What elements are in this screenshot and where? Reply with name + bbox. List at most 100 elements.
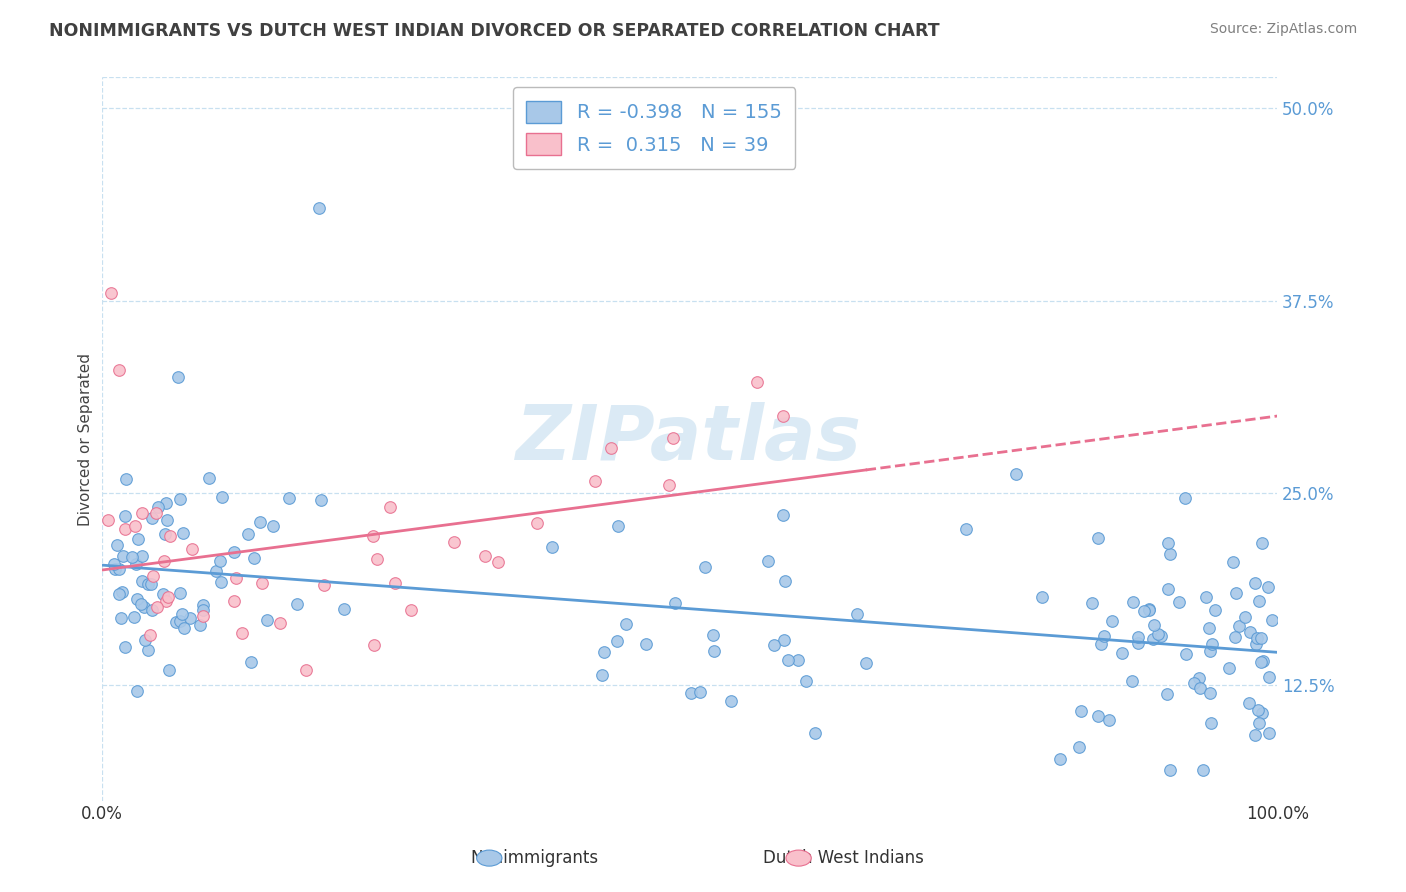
- Point: [155, 527, 177, 541]
- Point: [208, 554, 231, 568]
- Point: [1195, 590, 1218, 604]
- Text: Dutch West Indians: Dutch West Indians: [763, 849, 924, 867]
- Point: [1081, 596, 1104, 610]
- Point: [772, 508, 794, 522]
- Point: [591, 668, 613, 682]
- Point: [1244, 637, 1267, 651]
- Point: [225, 571, 247, 585]
- Point: [1005, 467, 1028, 481]
- Point: [131, 598, 153, 612]
- Point: [115, 473, 138, 487]
- Point: [607, 519, 630, 533]
- Point: [664, 595, 686, 609]
- Point: [169, 585, 191, 599]
- Point: [181, 541, 204, 556]
- Point: [380, 500, 402, 514]
- Point: [236, 527, 259, 541]
- Text: Source: ZipAtlas.com: Source: ZipAtlas.com: [1209, 22, 1357, 37]
- Point: [173, 621, 195, 635]
- Point: [1247, 594, 1270, 608]
- Point: [122, 609, 145, 624]
- Point: [1101, 614, 1123, 628]
- Point: [131, 506, 153, 520]
- Point: [108, 363, 131, 377]
- Point: [787, 653, 810, 667]
- Point: [157, 591, 180, 605]
- Point: [606, 634, 628, 648]
- Point: [443, 535, 465, 549]
- Point: [295, 663, 318, 677]
- Point: [720, 694, 742, 708]
- Point: [139, 577, 162, 591]
- Point: [146, 599, 169, 614]
- Point: [1257, 580, 1279, 594]
- Point: [361, 529, 384, 543]
- Point: [134, 632, 156, 647]
- Point: [250, 576, 273, 591]
- Point: [695, 560, 717, 574]
- Point: [474, 549, 496, 563]
- Point: [152, 587, 174, 601]
- Point: [103, 558, 125, 572]
- Point: [384, 576, 406, 591]
- Point: [955, 522, 977, 536]
- Point: [125, 557, 148, 571]
- Point: [97, 513, 120, 527]
- Point: [846, 607, 869, 622]
- Point: [155, 594, 177, 608]
- Point: [222, 545, 245, 559]
- Point: [134, 600, 156, 615]
- Point: [486, 555, 509, 569]
- Point: [170, 607, 193, 622]
- Point: [243, 550, 266, 565]
- Point: [309, 493, 332, 508]
- Point: [1250, 631, 1272, 645]
- Point: [363, 638, 385, 652]
- Point: [165, 615, 187, 630]
- Point: [142, 569, 165, 583]
- Point: [772, 409, 794, 423]
- Point: [1187, 671, 1209, 685]
- Point: [1150, 629, 1173, 643]
- Point: [114, 640, 136, 654]
- Point: [146, 500, 169, 514]
- Point: [205, 565, 228, 579]
- Point: [1070, 704, 1092, 718]
- Point: [1204, 603, 1226, 617]
- Point: [111, 585, 134, 599]
- Point: [193, 608, 215, 623]
- Point: [1175, 647, 1198, 661]
- Point: [541, 540, 564, 554]
- Point: [1251, 536, 1274, 550]
- Point: [1137, 603, 1160, 617]
- Point: [1122, 595, 1144, 609]
- Point: [100, 285, 122, 300]
- Point: [614, 617, 637, 632]
- Point: [231, 626, 253, 640]
- Point: [803, 726, 825, 740]
- Point: [277, 491, 299, 505]
- Point: [776, 653, 799, 667]
- Point: [308, 201, 330, 215]
- Point: [179, 611, 201, 625]
- Point: [1247, 703, 1270, 717]
- Point: [1137, 601, 1160, 615]
- Point: [1147, 626, 1170, 640]
- Point: [1159, 547, 1181, 561]
- Point: [262, 519, 284, 533]
- Point: [1261, 613, 1284, 627]
- Y-axis label: Divorced or Separated: Divorced or Separated: [79, 352, 93, 525]
- Point: [240, 655, 263, 669]
- Point: [1049, 752, 1071, 766]
- Point: [131, 574, 153, 588]
- Point: [763, 638, 786, 652]
- Point: [249, 515, 271, 529]
- Point: [1237, 696, 1260, 710]
- Point: [191, 603, 214, 617]
- Point: [1250, 655, 1272, 669]
- Point: [399, 603, 422, 617]
- Point: [1092, 629, 1115, 643]
- Point: [104, 562, 127, 576]
- Point: [124, 519, 146, 533]
- Point: [1251, 654, 1274, 668]
